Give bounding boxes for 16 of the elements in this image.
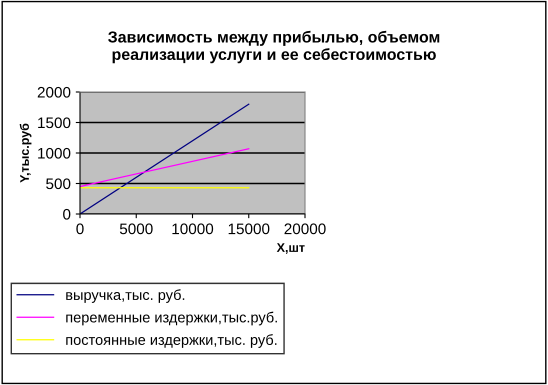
x-tick-label: 5000 [120, 223, 153, 234]
legend-label: переменные издержки,тыс.руб. [66, 312, 277, 326]
y-tick-label: 0 [63, 208, 70, 220]
x-axis-title: Х,шт [276, 243, 305, 254]
y-tick-label: 500 [46, 178, 70, 190]
x-tick-label: 15000 [228, 223, 270, 234]
x-tick-label: 10000 [172, 223, 214, 234]
y-tick-label: 1000 [38, 148, 70, 159]
y-axis-title: Y,тыс.руб [20, 124, 32, 183]
y-tick-label: 1500 [38, 117, 70, 128]
x-tick-label: 20000 [284, 223, 326, 234]
y-tick-label: 2000 [38, 86, 70, 98]
x-tick-label: 0 [76, 223, 84, 234]
legend-label: постоянные издержки,тыс. руб. [66, 334, 276, 348]
legend-label: выручка,тыс. руб. [66, 289, 184, 303]
chart-title: Зависимость между прибылью, объемом реализации услуги и ее себестоимостью [108, 30, 440, 64]
